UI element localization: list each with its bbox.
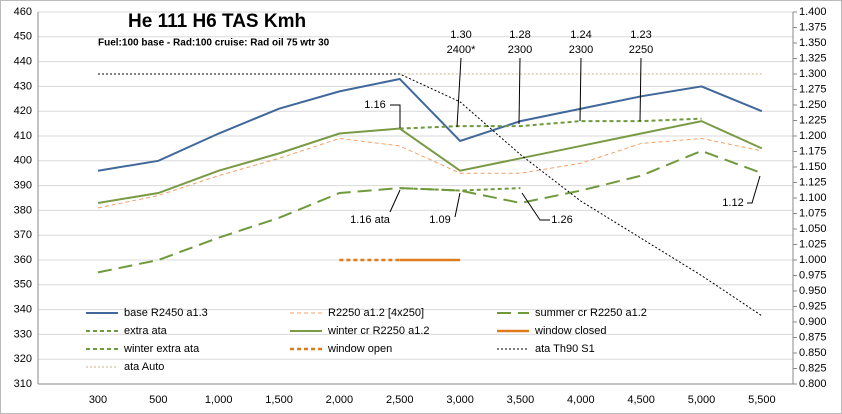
y2-tick-label: 1.075 — [799, 207, 827, 219]
x-tick-label: 5,500 — [748, 394, 776, 406]
y-tick-label: 420 — [14, 105, 32, 117]
x-tick-label: 1,000 — [205, 394, 233, 406]
y-tick-label: 310 — [14, 378, 32, 390]
y-tick-label: 460 — [14, 6, 32, 18]
x-tick-label: 500 — [149, 394, 167, 406]
y2-tick-label: 0.975 — [799, 269, 827, 281]
series-line — [399, 187, 521, 192]
y2-tick-label: 1.375 — [799, 21, 827, 33]
legend-label: R2250 a1.2 [4x250] — [328, 307, 424, 319]
y2-tick-label: 0.925 — [799, 300, 827, 312]
y-tick-label: 370 — [14, 229, 32, 241]
chart-title: He 111 H6 TAS Kmh — [128, 11, 306, 32]
y2-tick-label: 1.150 — [799, 161, 827, 173]
x-tick-label: 4,500 — [627, 394, 655, 406]
x-tick-label: 300 — [89, 394, 107, 406]
annotation: 1.30 — [450, 29, 471, 41]
y2-tick-label: 1.050 — [799, 223, 827, 235]
y2-tick-label: 1.350 — [799, 37, 827, 49]
legend-label: winter extra ata — [123, 343, 200, 355]
leader-line — [639, 57, 642, 122]
y2-tick-label: 1.275 — [799, 83, 827, 95]
annotation: 1.12 — [722, 197, 743, 209]
y-tick-label: 360 — [14, 254, 32, 266]
y-tick-label: 430 — [14, 80, 32, 92]
y2-tick-label: 1.250 — [799, 99, 827, 111]
annotation: 1.24 — [570, 29, 591, 41]
y-tick-label: 390 — [14, 180, 32, 192]
y-tick-label: 440 — [14, 56, 32, 68]
annotation: 2300 — [569, 44, 593, 56]
y2-tick-label: 0.800 — [799, 378, 827, 390]
legend-label: extra ata — [124, 325, 168, 337]
series-line — [97, 77, 763, 172]
y2-tick-label: 1.100 — [799, 192, 827, 204]
annotation: 1.28 — [509, 29, 530, 41]
leader-line — [454, 192, 461, 218]
y2-tick-label: 1.300 — [799, 68, 827, 80]
y-tick-label: 410 — [14, 130, 32, 142]
y2-tick-label: 0.875 — [799, 331, 827, 343]
annotation: 1.23 — [630, 29, 651, 41]
annotation: 2300 — [508, 44, 532, 56]
y2-tick-label: 0.950 — [799, 285, 827, 297]
y2-tick-label: 1.000 — [799, 254, 827, 266]
leader-line — [579, 57, 582, 122]
leader-line — [518, 57, 521, 125]
leader-line — [389, 189, 401, 213]
x-tick-label: 3,000 — [446, 394, 474, 406]
y-tick-label: 450 — [14, 31, 32, 43]
y-tick-label: 350 — [14, 279, 32, 291]
series-line — [399, 117, 702, 130]
y2-tick-label: 0.900 — [799, 316, 827, 328]
y2-tick-label: 1.200 — [799, 130, 827, 142]
legend-label: base R2450 a1.3 — [124, 307, 208, 319]
y2-tick-label: 0.850 — [799, 347, 827, 359]
series-line — [97, 120, 763, 204]
x-tick-label: 4,000 — [567, 394, 595, 406]
leader-line — [456, 57, 462, 128]
x-tick-label: 3,500 — [507, 394, 535, 406]
legend-label: window open — [327, 343, 392, 355]
y-tick-label: 330 — [14, 328, 32, 340]
y2-tick-label: 1.400 — [799, 6, 827, 18]
y2-tick-label: 1.175 — [799, 145, 827, 157]
y2-tick-label: 1.225 — [799, 114, 827, 126]
annotation: 2250 — [629, 44, 653, 56]
legend-label: summer cr R2250 a1.2 — [535, 307, 647, 319]
y-tick-label: 320 — [14, 353, 32, 365]
x-tick-label: 2,500 — [386, 394, 414, 406]
legend-label: ata Auto — [124, 361, 164, 373]
y-tick-label: 340 — [14, 304, 32, 316]
x-tick-label: 1,500 — [265, 394, 293, 406]
leader-line — [747, 175, 761, 204]
y2-tick-label: 0.825 — [799, 362, 827, 374]
annotation: 2400* — [447, 44, 476, 56]
y2-tick-label: 1.125 — [799, 176, 827, 188]
leader-line — [521, 192, 550, 221]
y2-tick-label: 1.325 — [799, 52, 827, 64]
annotation: 1.16 — [364, 99, 385, 111]
annotation: 1.26 — [551, 214, 572, 226]
legend-label: winter cr R2250 a1.2 — [327, 325, 430, 337]
y2-tick-label: 1.025 — [799, 238, 827, 250]
y-tick-label: 400 — [14, 155, 32, 167]
chart-subtitle: Fuel:100 base - Rad:100 cruise: Rad oil … — [98, 38, 330, 49]
y-tick-label: 380 — [14, 204, 32, 216]
x-tick-label: 5,000 — [688, 394, 716, 406]
series-line — [97, 137, 762, 209]
annotation: 1.09 — [429, 214, 450, 226]
leader-line — [390, 104, 401, 128]
legend-label: ata Th90 S1 — [535, 343, 595, 355]
annotation: 1.16 ata — [350, 214, 391, 226]
x-tick-label: 2,000 — [326, 394, 354, 406]
legend-label: window closed — [534, 325, 607, 337]
